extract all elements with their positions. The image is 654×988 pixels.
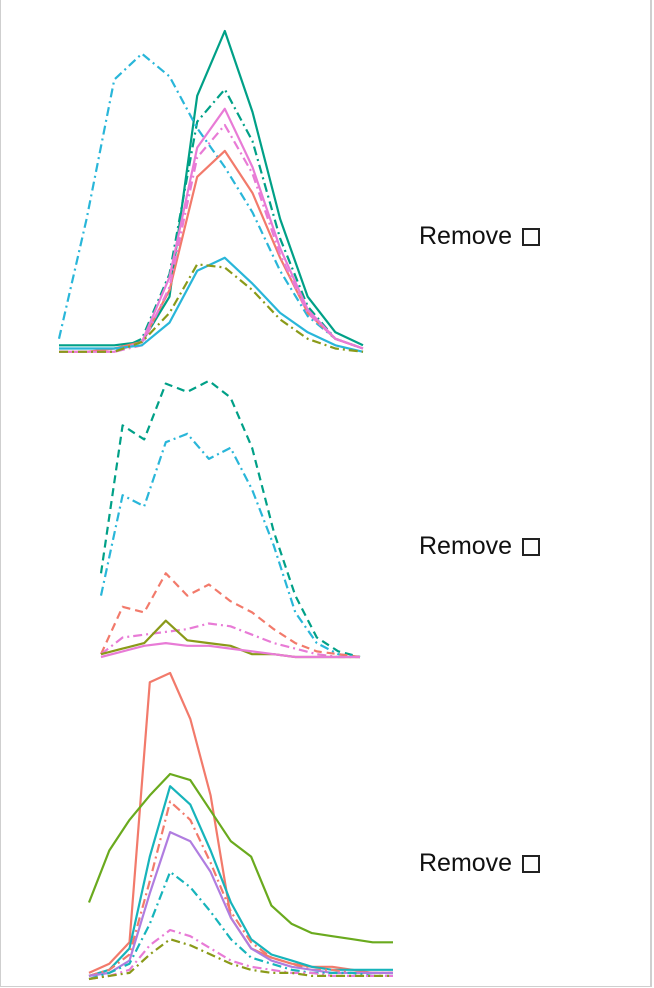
- plot-row-1: Remove: [1, 0, 653, 360]
- series-line-2-4: [100, 622, 360, 659]
- remove-checkbox-3[interactable]: [522, 854, 541, 873]
- remove-toggle-2[interactable]: Remove: [419, 532, 541, 561]
- series-line-3-3: [88, 785, 393, 977]
- series-line-1-8: [59, 263, 364, 353]
- line-plot-svg-3: [87, 671, 393, 981]
- series-line-3-6: [88, 870, 393, 981]
- series-line-2-6: [100, 642, 360, 659]
- line-plot-svg-2: [99, 379, 361, 659]
- remove-label-1: Remove: [419, 222, 513, 250]
- line-plot-3: [86, 670, 396, 982]
- series-line-1-3: [57, 52, 364, 350]
- series-line-3-4: [88, 800, 393, 977]
- line-plot-2: [98, 375, 363, 660]
- remove-toggle-3[interactable]: Remove: [419, 849, 541, 878]
- remove-checkbox-2[interactable]: [522, 537, 541, 556]
- remove-label-3: Remove: [419, 849, 513, 877]
- series-line-3-8: [88, 938, 393, 981]
- series-line-1-7: [59, 256, 364, 353]
- series-line-1-2: [59, 88, 364, 353]
- series-line-2-3: [99, 572, 361, 659]
- line-plot-svg-1: [57, 29, 364, 353]
- series-line-1-4: [59, 149, 364, 353]
- plot-row-3: Remove: [1, 665, 653, 987]
- series-line-1-1: [59, 29, 364, 347]
- series-line-1-6: [59, 123, 364, 353]
- series-line-2-2: [99, 432, 361, 659]
- series-line-3-2: [87, 772, 393, 944]
- series-line-3-5: [88, 831, 393, 977]
- series-line-1-5: [59, 107, 364, 353]
- series-line-2-1: [99, 379, 361, 659]
- remove-checkbox-1[interactable]: [522, 227, 541, 246]
- remove-toggle-1[interactable]: Remove: [419, 222, 541, 251]
- plot-row-2: Remove: [1, 360, 653, 665]
- remove-label-2: Remove: [419, 532, 513, 560]
- line-plot-1: [56, 28, 366, 358]
